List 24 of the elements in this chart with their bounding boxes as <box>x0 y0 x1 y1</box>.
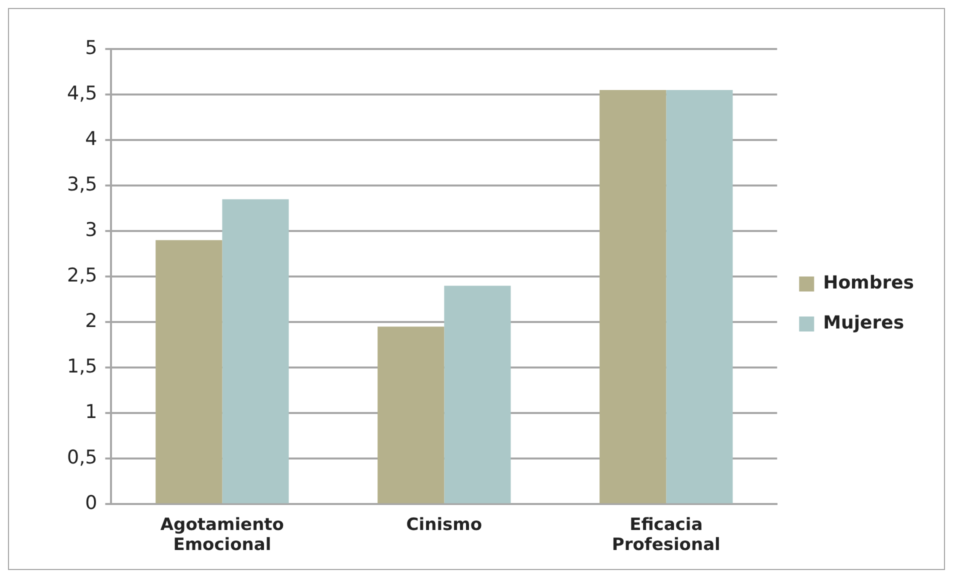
bar <box>156 240 222 504</box>
y-tick-label: 0,5 <box>67 446 98 469</box>
category-label: Eficacia <box>630 514 703 535</box>
bar <box>222 199 289 504</box>
category-label: Emocional <box>173 535 272 556</box>
y-tick-label: 1,5 <box>67 356 98 378</box>
category-label: Profesional <box>612 535 720 556</box>
y-tick-label: 3,5 <box>67 173 98 196</box>
y-tick-label: 4 <box>85 128 98 150</box>
y-tick-label: 2 <box>85 310 98 332</box>
y-tick-label: 4,5 <box>67 82 98 104</box>
bar <box>444 286 511 504</box>
legend-label: Mujeres <box>823 312 904 334</box>
y-tick-label: 5 <box>85 36 98 59</box>
x-tick-label: Cinismo <box>406 514 482 535</box>
legend-label: Hombres <box>823 272 914 294</box>
category-label: Agotamiento <box>160 514 284 535</box>
y-tick-label: 1 <box>85 401 98 424</box>
y-tick-label: 3 <box>85 219 98 242</box>
bar <box>666 90 733 504</box>
y-tick-label: 0 <box>85 492 98 514</box>
bar <box>378 326 444 504</box>
y-tick-label: 2,5 <box>67 264 98 287</box>
bar <box>600 90 666 504</box>
